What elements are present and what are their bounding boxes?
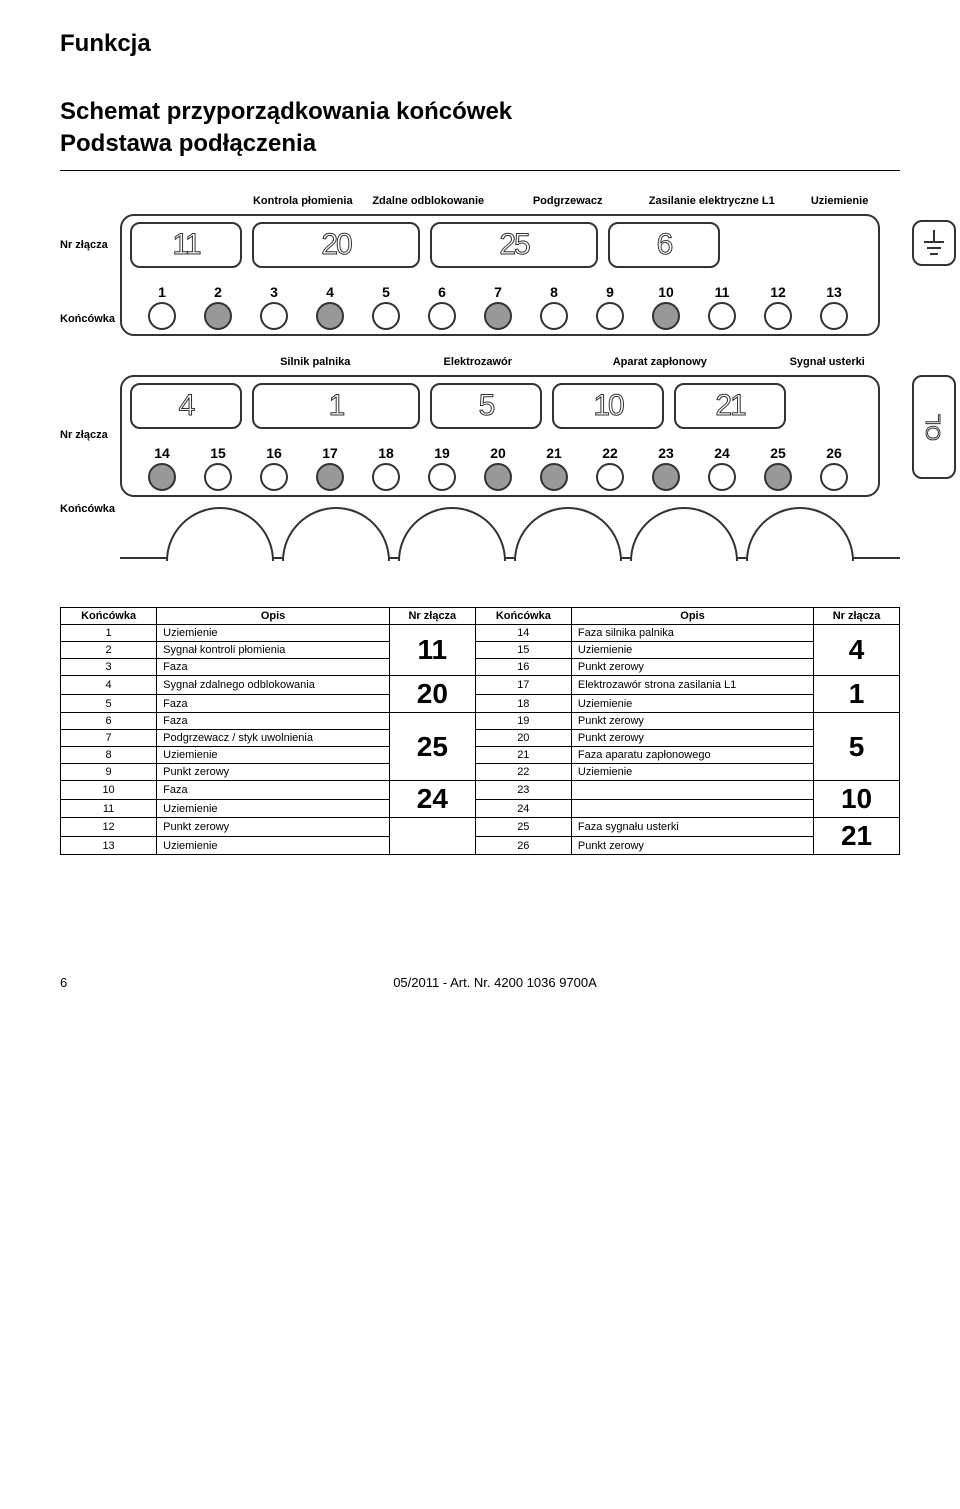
top-label: Uziemienie xyxy=(779,195,900,208)
pin: 24 xyxy=(694,445,750,491)
mid-label: Sygnał usterki xyxy=(754,356,900,369)
pin: 15 xyxy=(190,445,246,491)
heading-1: Schemat przyporządkowania końcówek xyxy=(60,98,900,126)
connector-segment: 10 xyxy=(552,383,664,429)
ol-label: OL xyxy=(923,414,946,441)
connector-segment: 25 xyxy=(430,222,598,268)
table-header: Końcówka xyxy=(61,608,157,625)
connector-segment: 5 xyxy=(430,383,542,429)
connector-diagram: Nr złącza Końcówka Nr złącza Końcówka Ko… xyxy=(60,195,900,567)
table-row: 7Podgrzewacz / styk uwolnienia20Punkt ze… xyxy=(61,730,900,747)
table-row: 10Faza242310 xyxy=(61,781,900,800)
ground-symbol-box xyxy=(912,220,956,266)
pin: 7 xyxy=(470,284,526,330)
table-header: Opis xyxy=(571,608,813,625)
pin: 18 xyxy=(358,445,414,491)
table-row: 2Sygnał kontroli płomienia15Uziemienie xyxy=(61,642,900,659)
table-row: 6Faza2519Punkt zerowy5 xyxy=(61,713,900,730)
pin: 23 xyxy=(638,445,694,491)
pin: 8 xyxy=(526,284,582,330)
pin: 20 xyxy=(470,445,526,491)
page-footer: 6 05/2011 - Art. Nr. 4200 1036 9700A xyxy=(60,975,900,990)
segment-row-1: 1120256 xyxy=(130,222,870,268)
table-row: 11Uziemienie24 xyxy=(61,799,900,818)
section-title: Funkcja xyxy=(60,30,900,58)
pin: 1 xyxy=(134,284,190,330)
table-row: 4Sygnał zdalnego odblokowania2017Elektro… xyxy=(61,676,900,695)
mid-label: Silnik palnika xyxy=(240,356,390,369)
table-header: Końcówka xyxy=(475,608,571,625)
top-label-row: Kontrola płomieniaZdalne odblokowaniePod… xyxy=(240,195,900,208)
ol-box: OL xyxy=(912,375,956,479)
mid-label: Elektrozawór xyxy=(390,356,565,369)
terminal-mapping-table: KońcówkaOpisNr złączaKońcówkaOpisNr złąc… xyxy=(60,607,900,855)
divider xyxy=(60,170,900,171)
pin: 5 xyxy=(358,284,414,330)
pin: 14 xyxy=(134,445,190,491)
pin-row-1: 12345678910111213 xyxy=(130,274,870,330)
connector-segment: 20 xyxy=(252,222,420,268)
table-row: 12Punkt zerowy25Faza sygnału usterki21 xyxy=(61,818,900,837)
pin: 11 xyxy=(694,284,750,330)
mid-label-row: Silnik palnikaElektrozawórAparat zapłono… xyxy=(240,356,900,369)
pin: 4 xyxy=(302,284,358,330)
pin: 22 xyxy=(582,445,638,491)
connector-panel-2: 4151021 14151617181920212223242526 xyxy=(120,375,880,497)
footer-text: 05/2011 - Art. Nr. 4200 1036 9700A xyxy=(90,975,900,990)
mid-label: Aparat zapłonowy xyxy=(565,356,754,369)
pin: 9 xyxy=(582,284,638,330)
table-header: Nr złącza xyxy=(814,608,900,625)
pin-row-2: 14151617181920212223242526 xyxy=(130,435,870,491)
table-row: 1Uziemienie1114Faza silnika palnika4 xyxy=(61,625,900,642)
page-number: 6 xyxy=(60,975,90,990)
connector-segment: 4 xyxy=(130,383,242,429)
side-label-konc-1: Końcówka xyxy=(60,313,120,325)
table-row: 8Uziemienie21Faza aparatu zapłonowego xyxy=(61,747,900,764)
top-label: Zdalne odblokowanie xyxy=(366,195,492,208)
connector-segment: 6 xyxy=(608,222,720,268)
connector-segment: 11 xyxy=(130,222,242,268)
pin: 16 xyxy=(246,445,302,491)
side-label-konc-2: Końcówka xyxy=(60,503,120,515)
pin: 3 xyxy=(246,284,302,330)
base-mount-arches xyxy=(120,507,900,567)
connector-segment: 21 xyxy=(674,383,786,429)
pin: 6 xyxy=(414,284,470,330)
table-header: Opis xyxy=(157,608,390,625)
pin: 17 xyxy=(302,445,358,491)
table-row: 5Faza18Uziemienie xyxy=(61,694,900,713)
segment-row-2: 4151021 xyxy=(130,383,870,429)
pin: 25 xyxy=(750,445,806,491)
top-label: Podgrzewacz xyxy=(491,195,644,208)
heading-2: Podstawa podłączenia xyxy=(60,130,900,158)
pin: 13 xyxy=(806,284,862,330)
table-row: 13Uziemienie26Punkt zerowy xyxy=(61,836,900,855)
pin: 2 xyxy=(190,284,246,330)
connector-segment: 1 xyxy=(252,383,420,429)
connector-panel-1: 1120256 12345678910111213 xyxy=(120,214,880,336)
table-row: 3Faza16Punkt zerowy xyxy=(61,659,900,676)
table-row: 9Punkt zerowy22Uziemienie xyxy=(61,764,900,781)
table-header: Nr złącza xyxy=(389,608,475,625)
top-label: Kontrola płomienia xyxy=(240,195,366,208)
pin: 19 xyxy=(414,445,470,491)
pin: 10 xyxy=(638,284,694,330)
pin: 26 xyxy=(806,445,862,491)
side-label-nr-1: Nr złącza xyxy=(60,239,120,251)
side-label-nr-2: Nr złącza xyxy=(60,429,120,441)
pin: 12 xyxy=(750,284,806,330)
pin: 21 xyxy=(526,445,582,491)
top-label: Zasilanie elektryczne L1 xyxy=(644,195,779,208)
